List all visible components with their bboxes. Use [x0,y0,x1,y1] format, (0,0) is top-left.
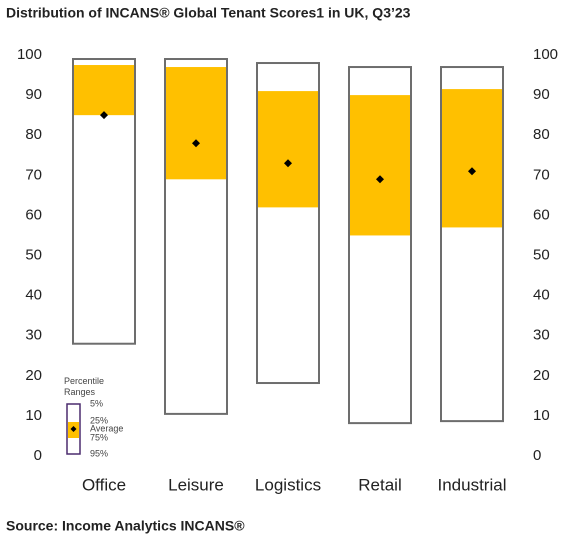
y-tick-label: 50 [25,246,42,263]
percentile-25-75 [442,89,502,228]
y2-tick-label: 40 [533,287,550,304]
chart-title: Distribution of INCANS® Global Tenant Sc… [6,5,411,21]
percentile-25-75 [350,95,410,236]
y-tick-label: 10 [25,407,42,424]
x-tick-label: Leisure [168,475,224,494]
percentile-25-75 [74,65,134,116]
x-tick-label: Industrial [438,475,507,494]
y2-tick-label: 50 [533,246,550,263]
average-marker [284,159,292,168]
percentile-5-95 [164,58,228,415]
y2-tick-label: 70 [533,166,550,183]
average-marker [100,111,108,120]
y2-tick-label: 30 [533,327,550,344]
legend-marker [70,426,77,432]
y-tick-label: 0 [34,447,42,464]
percentile-25-75 [166,67,226,180]
percentile-5-95 [72,58,136,345]
y-tick-label: 90 [25,86,42,103]
y2-tick-label: 10 [533,407,550,424]
average-marker [192,139,200,148]
legend-box [66,403,81,455]
y2-tick-label: 60 [533,206,550,223]
legend-label: 75% [90,432,108,442]
source: Source: Income Analytics INCANS® [6,518,245,534]
average-marker [376,175,384,184]
legend-label: Average [90,423,123,433]
y2-tick-label: 100 [533,46,558,63]
y-tick-label: 80 [25,126,42,143]
x-tick-label: Logistics [255,475,321,494]
average-marker [468,167,476,176]
y-tick-label: 100 [17,46,42,63]
percentile-5-95 [348,66,412,425]
legend-label: 5% [90,398,103,408]
x-tick-label: Office [82,475,126,494]
y-tick-label: 70 [25,166,42,183]
percentile-25-75 [258,91,318,208]
legend-label: 95% [90,448,108,458]
legend-title: Percentile Ranges [64,376,105,397]
y-tick-label: 60 [25,206,42,223]
legend-label: 25% [90,415,108,425]
y2-tick-label: 0 [533,447,541,464]
percentile-5-95 [440,66,504,423]
y-tick-label: 20 [25,367,42,384]
y2-tick-label: 20 [533,367,550,384]
y2-tick-label: 80 [533,126,550,143]
y2-tick-label: 90 [533,86,550,103]
percentile-5-95 [256,62,320,385]
x-tick-label: Retail [358,475,401,494]
y-tick-label: 30 [25,327,42,344]
y-tick-label: 40 [25,287,42,304]
